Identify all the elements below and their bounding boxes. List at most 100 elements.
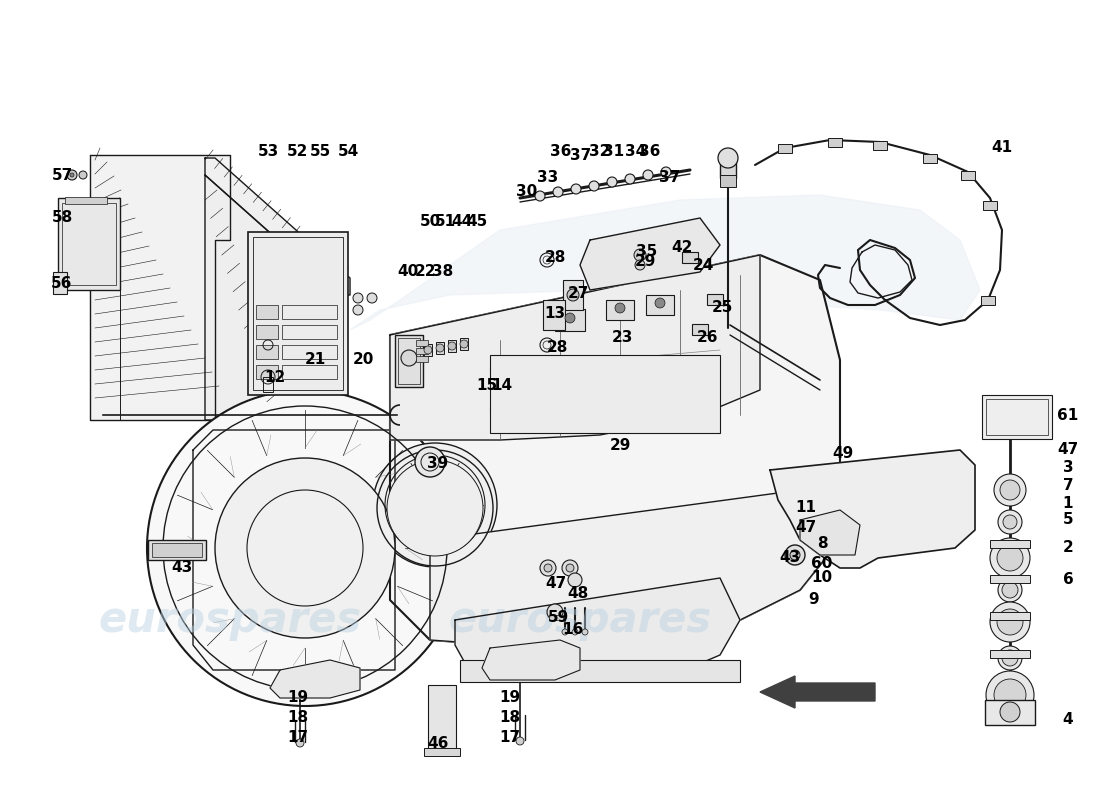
Circle shape [562, 629, 568, 635]
Text: 2: 2 [1063, 541, 1074, 555]
Text: 60: 60 [812, 555, 833, 570]
Circle shape [353, 293, 363, 303]
Text: eurospares: eurospares [449, 599, 712, 641]
Circle shape [296, 739, 304, 747]
Polygon shape [90, 155, 230, 420]
Bar [778, 144, 792, 153]
Polygon shape [800, 510, 860, 555]
Polygon shape [770, 450, 975, 568]
Bar [65, 197, 107, 204]
Text: 9: 9 [808, 593, 820, 607]
Circle shape [568, 573, 582, 587]
Text: 24: 24 [692, 258, 714, 273]
Text: 36: 36 [550, 145, 572, 159]
Text: 33: 33 [538, 170, 559, 186]
Circle shape [535, 191, 544, 201]
Bar [424, 344, 432, 356]
Bar [549, 615, 563, 620]
Polygon shape [482, 640, 580, 680]
Text: 28: 28 [544, 250, 565, 266]
Text: 32: 32 [590, 145, 610, 159]
Circle shape [79, 171, 87, 179]
Text: 43: 43 [172, 561, 192, 575]
Bar [707, 294, 723, 305]
Text: 6: 6 [1063, 573, 1074, 587]
Circle shape [436, 344, 444, 352]
Text: 17: 17 [287, 730, 309, 746]
Text: 39: 39 [428, 455, 449, 470]
Text: 43: 43 [780, 550, 801, 566]
Text: 52: 52 [287, 145, 309, 159]
Text: 17: 17 [499, 730, 520, 746]
Text: 19: 19 [287, 690, 309, 706]
Circle shape [516, 737, 524, 745]
Circle shape [1000, 480, 1020, 500]
Circle shape [615, 303, 625, 313]
Bar [256, 305, 278, 319]
Circle shape [790, 550, 800, 560]
Text: 38: 38 [432, 265, 453, 279]
Bar [983, 201, 997, 210]
Text: 31: 31 [604, 145, 625, 159]
Text: 48: 48 [568, 586, 588, 601]
Circle shape [1003, 515, 1018, 529]
Circle shape [1002, 582, 1018, 598]
Text: 30: 30 [516, 185, 538, 199]
Circle shape [572, 629, 578, 635]
Circle shape [1002, 650, 1018, 666]
Circle shape [994, 679, 1026, 711]
Text: 22: 22 [415, 265, 436, 279]
Bar [424, 748, 460, 756]
Text: 57: 57 [52, 167, 73, 182]
Text: 14: 14 [492, 378, 513, 393]
Bar [58, 198, 120, 290]
Bar [148, 540, 206, 560]
Bar [282, 325, 337, 339]
Bar [460, 660, 740, 682]
Circle shape [986, 671, 1034, 719]
Text: 35: 35 [637, 245, 658, 259]
Text: 34: 34 [626, 145, 647, 159]
Circle shape [566, 289, 579, 301]
Bar [563, 280, 583, 310]
FancyArrow shape [760, 676, 874, 708]
Bar [62, 203, 116, 285]
Text: 58: 58 [52, 210, 73, 225]
Text: 19: 19 [499, 690, 520, 706]
Bar [416, 356, 428, 362]
Bar [416, 348, 428, 354]
Text: 29: 29 [635, 254, 656, 270]
Text: 40: 40 [397, 265, 419, 279]
Text: 46: 46 [427, 735, 449, 750]
Text: 1: 1 [1063, 495, 1074, 510]
Circle shape [566, 564, 574, 572]
Text: 10: 10 [812, 570, 833, 586]
Bar [282, 365, 337, 379]
Circle shape [565, 313, 575, 323]
Bar [395, 335, 424, 387]
Text: 5: 5 [1063, 513, 1074, 527]
Bar [986, 399, 1048, 435]
Text: 61: 61 [1057, 407, 1079, 422]
Bar [448, 340, 456, 352]
Text: 41: 41 [991, 141, 1013, 155]
Circle shape [571, 184, 581, 194]
Circle shape [544, 564, 552, 572]
Circle shape [1000, 702, 1020, 722]
Bar [981, 296, 996, 305]
Circle shape [990, 602, 1030, 642]
Text: 47: 47 [1057, 442, 1079, 458]
Bar [720, 156, 736, 178]
Text: 45: 45 [466, 214, 487, 230]
Bar [873, 141, 887, 150]
Circle shape [661, 167, 671, 177]
Bar [256, 325, 278, 339]
Text: 23: 23 [612, 330, 632, 345]
Text: 56: 56 [52, 275, 73, 290]
Bar [248, 232, 348, 395]
Circle shape [644, 170, 653, 180]
Circle shape [718, 148, 738, 168]
Bar [253, 237, 343, 390]
Circle shape [367, 293, 377, 303]
Bar [682, 252, 698, 263]
